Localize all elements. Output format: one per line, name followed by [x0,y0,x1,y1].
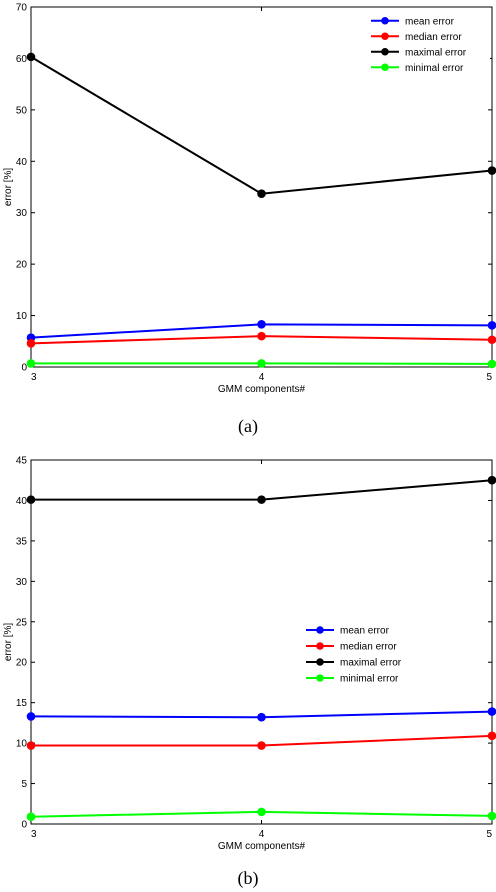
x-tick-label: 4 [259,372,265,383]
y-tick-label: 60 [16,54,28,65]
x-tick-label: 3 [31,829,37,840]
data-point [26,812,36,822]
y-tick-label: 25 [16,617,28,628]
data-point [257,495,266,504]
data-point [26,52,36,62]
y-tick-label: 40 [16,157,28,168]
panel-caption: (a) [238,416,258,437]
legend-label: mean error [405,16,455,27]
legend-label: mean error [340,626,390,637]
legend-swatch-marker [381,63,389,72]
y-tick-label: 0 [21,363,27,374]
data-point [487,707,496,716]
legend: mean error median error maximal error minim… [363,13,490,75]
legend-swatch-marker [316,642,324,650]
x-axis-label: GMM components# [218,841,306,852]
x-tick-label: 5 [486,372,492,383]
legend-label: minimal error [405,63,464,74]
y-tick-label: 50 [16,105,28,116]
legend-swatch-marker [381,32,389,41]
plot-area [30,459,493,825]
y-tick-label: 10 [16,311,28,322]
x-tick-label: 4 [259,829,265,840]
y-tick-label: 10 [16,739,28,750]
legend-label: maximal error [340,658,402,669]
data-point [487,321,496,330]
data-point [26,339,36,348]
legend-swatch-marker [316,626,324,634]
y-tick-label: 20 [16,658,28,669]
y-tick-label: 15 [16,698,28,709]
data-point [257,741,266,750]
data-point [257,807,266,817]
data-point [257,712,266,722]
data-point [487,166,496,175]
y-tick-label: 30 [16,577,28,588]
data-point [257,331,266,341]
legend-label: median error [405,32,462,43]
legend-label: maximal error [405,47,467,58]
data-point [257,189,266,198]
data-point [257,320,266,329]
y-axis-label: error [%] [3,168,14,207]
data-point [257,359,266,368]
legend-swatch-marker [316,658,324,666]
y-tick-label: 30 [16,208,28,219]
data-point [26,495,36,504]
data-point [487,335,496,345]
y-tick-label: 0 [21,820,27,831]
data-point [487,475,496,485]
legend-swatch-marker [381,16,389,25]
data-point [487,811,496,821]
y-tick-label: 45 [16,456,28,467]
y-tick-label: 40 [16,496,28,507]
legend-label: minimal error [340,674,399,685]
data-point [487,359,496,369]
panel-caption: (b) [238,868,259,889]
x-axis-label: GMM components# [218,384,306,395]
y-tick-label: 35 [16,536,28,547]
y-tick-label: 20 [16,260,28,271]
data-point [26,712,36,721]
legend-label: median error [340,642,397,653]
y-tick-label: 5 [21,779,27,790]
legend: mean error median error maximal error minim… [298,622,419,686]
legend-swatch-marker [316,674,324,682]
x-tick-label: 5 [486,829,492,840]
data-point [26,741,36,750]
data-point [487,731,496,741]
y-tick-label: 70 [16,3,28,14]
y-axis-label: error [%] [3,623,14,662]
chart-panel-a: 0 10 20 30 40 50 60 70 3 4 5 GMM components# error [… [3,3,496,437]
x-tick-label: 3 [31,372,37,383]
legend-swatch-marker [381,47,389,56]
data-point [26,359,36,368]
